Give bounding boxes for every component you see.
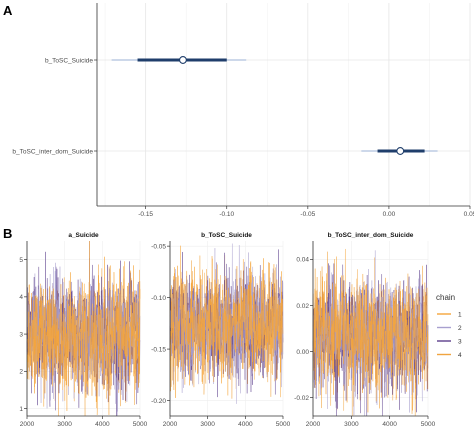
y-tick-label: -0.15 <box>151 346 166 353</box>
x-tick-label: 3000 <box>57 421 72 428</box>
legend-label-chain-1: 1 <box>458 311 462 318</box>
chain-1-trace <box>26 240 141 415</box>
x-tick-label: 4000 <box>238 421 253 428</box>
x-tick-label: -0.10 <box>219 211 234 218</box>
x-tick-label: 2000 <box>163 421 178 428</box>
legend-label-chain-4: 4 <box>458 352 462 359</box>
x-tick-label: 0.00 <box>383 211 396 218</box>
x-tick-label: -0.15 <box>138 211 153 218</box>
x-tick-label: 0.05 <box>464 211 474 218</box>
median-point <box>396 147 405 155</box>
x-tick-label: 5000 <box>133 421 148 428</box>
y-tick-label: -0.05 <box>151 243 166 250</box>
y-tick-label: -0.02 <box>294 395 309 402</box>
chain-1-trace <box>312 248 429 413</box>
legend-label-chain-3: 3 <box>458 338 462 345</box>
y-tick-label: 0.04 <box>296 257 309 264</box>
y-tick-label: 0.02 <box>296 303 309 310</box>
trace-panel-title: b_ToSC_Suicide <box>201 232 252 239</box>
median-point <box>179 56 187 64</box>
x-tick-label: 2000 <box>306 421 321 428</box>
chain-1-trace <box>169 245 284 398</box>
legend-label-chain-2: 2 <box>458 325 462 332</box>
trace-panel-title: a_Suicide <box>68 232 99 239</box>
chain-legend: chain 1 2 3 4 <box>436 293 462 359</box>
y-tick-label: 2 <box>19 369 23 376</box>
x-tick-label: 3000 <box>200 421 215 428</box>
x-tick-label: 4000 <box>382 421 397 428</box>
x-tick-label: 3000 <box>344 421 359 428</box>
panel-a-plot: -0.15 -0.10 -0.05 0.00 0.05 b_ToSC_Suicide b_T… <box>12 3 474 218</box>
y-tick-label: -0.10 <box>151 295 166 302</box>
y-tick-label: 4 <box>19 294 23 301</box>
y-tick-label: 5 <box>19 257 23 264</box>
x-tick-label: -0.05 <box>300 211 315 218</box>
y-tick-label: -0.20 <box>151 398 166 405</box>
y-tick-label: 3 <box>19 331 23 338</box>
x-tick-label: 5000 <box>421 421 436 428</box>
trace-panel-title: b_ToSC_inter_dom_Suicide <box>328 232 414 239</box>
y-tick-label: b_ToSC_inter_dom_Suicide <box>12 148 93 155</box>
x-tick-label: 5000 <box>276 421 291 428</box>
y-tick-label: 1 <box>19 406 23 413</box>
panel-b-plots: a_Suicide 1 2 3 4 5 2000 3000 4000 5000 b_ToSC_Sui… <box>19 232 435 428</box>
x-tick-label: 4000 <box>95 421 110 428</box>
panel-label-a: A <box>3 3 13 18</box>
y-tick-label: 0.00 <box>296 349 309 356</box>
y-tick-label: b_ToSC_Suicide <box>45 57 93 64</box>
x-tick-label: 2000 <box>20 421 35 428</box>
panel-label-b: B <box>3 226 12 241</box>
legend-title: chain <box>436 293 455 302</box>
